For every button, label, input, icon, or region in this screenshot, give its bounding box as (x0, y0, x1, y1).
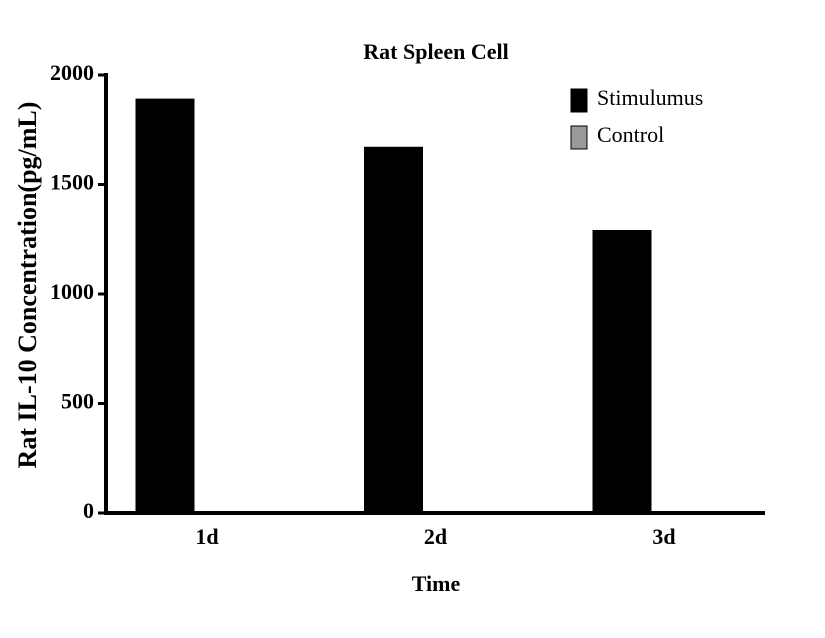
legend-swatch (570, 125, 588, 150)
y-axis-title: Rat IL-10 Concentration(pg/mL) (13, 102, 42, 469)
x-tick-label: 2d (424, 524, 447, 549)
y-tick-label: 500 (61, 389, 94, 414)
x-axis-title: Time (412, 571, 461, 596)
x-tick-label: 1d (195, 524, 218, 549)
y-tick-label: 0 (83, 498, 94, 523)
x-tick-label: 3d (652, 524, 675, 549)
legend-label: Control (597, 122, 664, 147)
y-tick-label: 1500 (50, 170, 94, 195)
bar (364, 146, 423, 514)
legend-swatch (570, 88, 588, 113)
chart-title: Rat Spleen Cell (363, 39, 508, 64)
legend-label: Stimulumus (597, 85, 703, 110)
bar (135, 98, 195, 514)
y-tick-label: 2000 (50, 60, 94, 85)
y-tick-label: 1000 (50, 279, 94, 304)
bar (592, 229, 652, 514)
